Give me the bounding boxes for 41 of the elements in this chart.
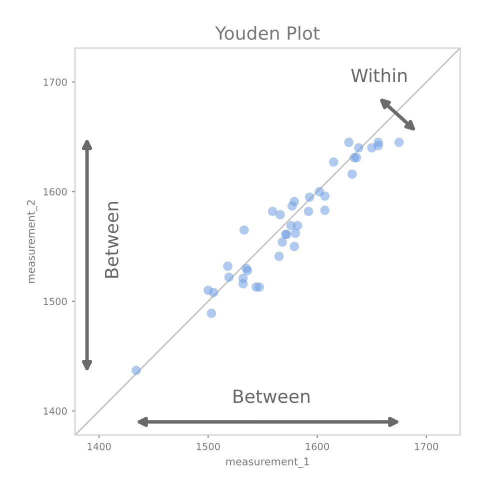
point [290, 196, 300, 206]
point [354, 143, 364, 152]
annotation: Between [105, 202, 118, 278]
point [224, 272, 234, 282]
x-tick-label: 1600 [306, 442, 329, 450]
y-tick-label: 1500 [44, 298, 67, 306]
point [292, 220, 302, 230]
x-tick-label: 1400 [88, 442, 111, 450]
y-tick-label: 1700 [44, 78, 67, 86]
point [223, 262, 232, 271]
y-tick-label: 1600 [44, 188, 67, 196]
annotation: Between [234, 390, 310, 404]
point [290, 228, 300, 238]
x-tick-label: 1700 [415, 442, 438, 450]
annotation: Within [351, 68, 406, 82]
point [348, 169, 357, 179]
y-tick-label: 1400 [44, 407, 67, 415]
point [304, 192, 314, 202]
point [268, 206, 278, 216]
point [206, 308, 216, 318]
point [254, 282, 264, 292]
point [240, 225, 249, 235]
y-axis-title: measurement_2 [26, 200, 38, 283]
point [320, 191, 330, 201]
x-tick-label: 1500 [196, 442, 220, 450]
point [274, 252, 284, 261]
chart-title: Youden Plot [215, 26, 320, 40]
point [276, 210, 285, 220]
point [374, 140, 383, 150]
point [352, 152, 362, 162]
point [320, 206, 330, 215]
point [304, 206, 314, 216]
point [278, 237, 288, 247]
x-axis-title: measurement_1 [226, 458, 309, 468]
point [238, 274, 248, 283]
point [208, 288, 218, 298]
point [290, 242, 300, 252]
point [394, 138, 404, 147]
point [328, 157, 338, 167]
point [132, 366, 141, 376]
point [344, 138, 354, 147]
